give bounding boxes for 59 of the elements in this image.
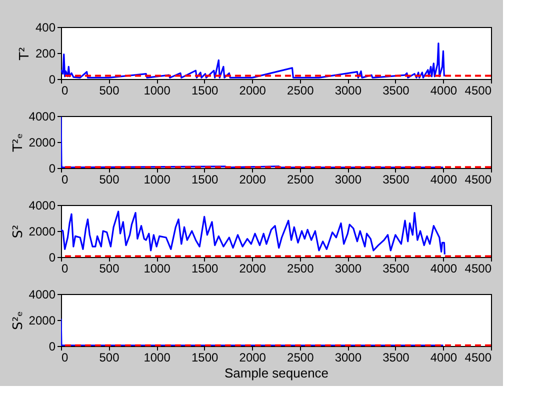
y-tick-label: 2000 bbox=[28, 314, 56, 328]
x-tick-label: 3500 bbox=[382, 262, 410, 276]
x-tick-label: 1000 bbox=[144, 350, 171, 364]
y-axis-title: S² bbox=[10, 224, 26, 238]
x-tick-label: 1500 bbox=[191, 262, 219, 276]
x-tick-label: 3000 bbox=[334, 262, 362, 276]
line-series bbox=[61, 210, 446, 256]
x-tick-label: 3000 bbox=[334, 172, 362, 186]
x-tick-label: 3000 bbox=[334, 84, 362, 98]
x-tick-label: 4000 bbox=[430, 172, 458, 186]
x-tick-label: 2000 bbox=[239, 84, 266, 98]
y-tick-label: 4000 bbox=[28, 288, 56, 302]
x-tick-label: 0 bbox=[62, 262, 68, 276]
x-tick-label: 4500 bbox=[464, 84, 492, 98]
x-axis-title: Sample sequence bbox=[224, 366, 329, 380]
x-tick-label: 2500 bbox=[287, 172, 314, 186]
y-axis-title: T² bbox=[17, 46, 32, 62]
x-tick-label: 3500 bbox=[382, 172, 410, 186]
y-tick-label: 4000 bbox=[28, 110, 56, 124]
x-tick-label: 4500 bbox=[464, 262, 492, 276]
x-tick-label: 500 bbox=[99, 84, 120, 98]
x-tick-label: 1500 bbox=[191, 84, 219, 98]
x-tick-label: 1500 bbox=[191, 350, 219, 364]
x-tick-label: 4000 bbox=[430, 262, 458, 276]
x-tick-label: 4500 bbox=[464, 350, 492, 364]
y-tick-label: 0 bbox=[48, 72, 56, 86]
x-tick-label: 1500 bbox=[191, 172, 219, 186]
x-tick-label: 3000 bbox=[334, 350, 362, 364]
y-axis-title: S²ₑ bbox=[10, 311, 26, 330]
x-tick-label: 2500 bbox=[287, 350, 314, 364]
x-tick-label: 0 bbox=[62, 84, 68, 98]
x-tick-label: 1000 bbox=[144, 262, 171, 276]
y-tick-label: 4000 bbox=[28, 198, 56, 212]
x-tick-label: 2500 bbox=[287, 84, 314, 98]
y-tick-label: 0 bbox=[48, 340, 56, 354]
x-tick-label: 500 bbox=[99, 262, 120, 276]
y-tick-label: 0 bbox=[48, 250, 56, 264]
line-series bbox=[61, 42, 445, 78]
x-tick-label: 1000 bbox=[144, 172, 171, 186]
x-tick-label: 1000 bbox=[144, 84, 171, 98]
x-tick-label: 500 bbox=[99, 172, 120, 186]
y-axis-title: T²ₑ bbox=[10, 133, 26, 153]
y-tick-label: 200 bbox=[35, 46, 56, 60]
y-tick-label: 2000 bbox=[28, 224, 56, 238]
x-tick-label: 2000 bbox=[239, 262, 266, 276]
x-tick-label: 2000 bbox=[239, 350, 266, 364]
y-tick-label: 2000 bbox=[28, 136, 56, 150]
x-tick-label: 0 bbox=[62, 350, 68, 364]
x-tick-label: 2000 bbox=[239, 172, 266, 186]
y-tick-label: 0 bbox=[48, 162, 56, 176]
x-tick-label: 4000 bbox=[430, 350, 458, 364]
x-tick-label: 2500 bbox=[287, 262, 314, 276]
x-tick-label: 500 bbox=[99, 350, 120, 364]
x-tick-label: 4500 bbox=[464, 172, 492, 186]
x-tick-label: 0 bbox=[62, 172, 68, 186]
y-tick-label: 400 bbox=[35, 20, 56, 34]
x-tick-label: 3500 bbox=[382, 84, 410, 98]
x-tick-label: 3500 bbox=[382, 350, 410, 364]
x-tick-label: 4000 bbox=[430, 84, 458, 98]
